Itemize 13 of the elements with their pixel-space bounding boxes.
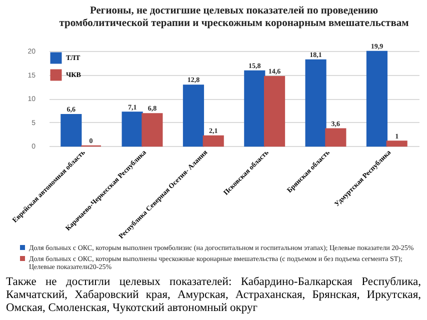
- bar: [386, 140, 408, 147]
- bar: [202, 135, 224, 147]
- bar: [142, 113, 163, 147]
- bar: [122, 112, 143, 147]
- bar: [325, 128, 346, 147]
- bar: [244, 70, 266, 147]
- bar: [60, 114, 82, 147]
- text: Также не достигли целевых показателей: Кабардино-Балкарская Республика, Камчатский, Хабаровский края, Амурская, Астраханская, Брянская, Иркутская, Омская, Смоленская, Чукотский автономный округ: [6, 276, 421, 315]
- bar: [264, 76, 286, 147]
- chart-title: Регионы, не достигшие целевых показателей по проведению тромболитической терапии и чрескожным коронарным вмешательствам: [59, 5, 409, 29]
- bar: [366, 50, 388, 147]
- bar: [182, 84, 204, 147]
- bar: [305, 59, 326, 147]
